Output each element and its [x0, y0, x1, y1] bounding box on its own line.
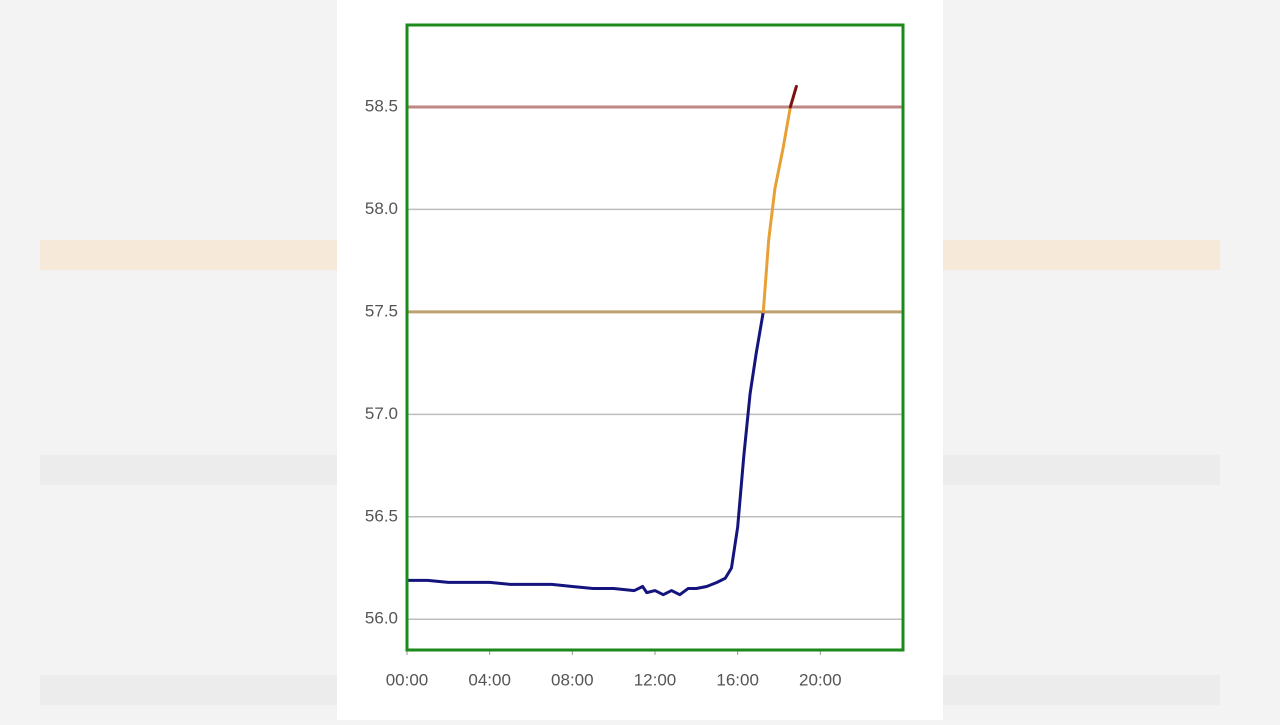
plot: 56.0 56.5 57.0 57.5 58.0 58.5 00:00 04:00 08:00 1… — [365, 84, 903, 689]
y-tick-label: 56.5 — [365, 506, 398, 525]
y-tick-label: 56.0 — [365, 609, 398, 628]
x-tick-label: 08:00 — [551, 670, 594, 689]
x-tick-label: 12:00 — [634, 670, 677, 689]
x-tick-label: 20:00 — [799, 670, 842, 689]
panel — [337, 0, 943, 720]
y-tick-label: 57.5 — [365, 301, 398, 320]
x-tick-label: 04:00 — [468, 670, 511, 689]
line-series — [761, 105, 792, 314]
x-tick-label: 00:00 — [386, 670, 429, 689]
line-series — [405, 310, 765, 597]
plot-border — [405, 23, 905, 652]
y-tick-label: 58.5 — [365, 96, 398, 115]
line-series — [788, 84, 798, 109]
y-tick-label: 57.0 — [365, 404, 398, 423]
x-tick-label: 16:00 — [716, 670, 759, 689]
y-tick-label: 58.0 — [365, 199, 398, 218]
